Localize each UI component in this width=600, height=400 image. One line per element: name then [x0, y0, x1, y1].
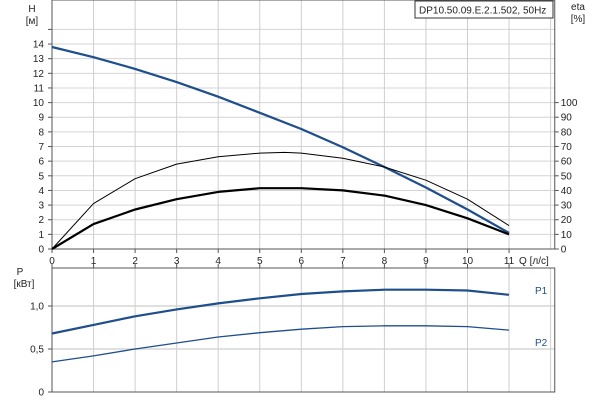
- x-tick-label: 10: [462, 256, 474, 267]
- x-tick-label: 0: [49, 256, 55, 267]
- series-eta-pump-line: [51, 151, 510, 250]
- y2-tick-label: 50: [561, 171, 573, 182]
- x-tick-label: 5: [257, 256, 263, 267]
- y2-tick-label: 30: [561, 201, 573, 212]
- y-tick-label: 1: [38, 230, 44, 241]
- y-tick-label: 4: [38, 186, 44, 197]
- y2-tick-label: 0: [561, 245, 567, 256]
- y-tick-label: 11: [34, 83, 45, 94]
- series-label-p2: P2: [535, 338, 548, 349]
- y2-tick-label: 20: [561, 215, 573, 226]
- y-axis-unit: [кВт]: [14, 279, 35, 290]
- y-tick-label: 9: [38, 113, 44, 124]
- series-p1-line: [51, 288, 510, 335]
- y-tick-label: 2: [38, 215, 44, 226]
- x-tick-label: 4: [215, 256, 221, 267]
- title-box: [414, 0, 554, 19]
- y2-tick-label: 70: [561, 142, 573, 153]
- x-axis-label: Q [л/с]: [519, 256, 549, 267]
- x-tick-label: 11: [504, 256, 515, 267]
- y-tick-label: 12: [33, 69, 45, 80]
- y-tick-label: 7: [38, 142, 44, 153]
- x-tick-label: 2: [132, 256, 138, 267]
- y-tick-label: 1,0: [30, 302, 44, 313]
- x-tick-label: 6: [299, 256, 305, 267]
- y2-tick-label: 90: [561, 113, 573, 124]
- series-p2-line: [51, 325, 510, 363]
- y2-tick-label: 40: [561, 186, 573, 197]
- series-head-line: [51, 45, 510, 234]
- y-tick-label: 0: [38, 388, 44, 399]
- series-eta-total-line: [51, 187, 510, 250]
- y2-tick-label: 10: [561, 230, 573, 241]
- y2-tick-label: 60: [561, 157, 573, 168]
- y-tick-label: 8: [38, 127, 44, 138]
- y-axis-label: H: [28, 4, 35, 15]
- y-tick-label: 14: [33, 40, 45, 51]
- y-tick-label: 3: [38, 201, 44, 212]
- y-tick-label: 10: [33, 98, 45, 109]
- y-tick-label: 0: [38, 245, 44, 256]
- plot-frame: [51, 267, 556, 393]
- x-tick-label: 1: [91, 256, 97, 267]
- x-tick-label: 9: [423, 256, 429, 267]
- y-tick-label: 13: [33, 54, 45, 65]
- y-tick-label: 0,5: [30, 345, 44, 356]
- y-tick-label: 6: [38, 157, 44, 168]
- y-axis-label: P: [17, 267, 24, 278]
- chart-title: DP10.50.09.E.2.1.502, 50Hz: [419, 6, 546, 17]
- x-tick-label: 8: [382, 256, 388, 267]
- plot-frame: [51, 0, 556, 250]
- x-tick-label: 3: [174, 256, 180, 267]
- y-tick-label: 5: [38, 171, 44, 182]
- y2-tick-label: 100: [561, 98, 578, 109]
- y2-axis-label: eta: [571, 2, 585, 13]
- y2-axis-unit: [%]: [571, 14, 586, 25]
- series-label-p1: P1: [535, 286, 548, 297]
- y-axis-unit: [м]: [26, 16, 39, 27]
- x-tick-label: 7: [340, 256, 346, 267]
- y2-tick-label: 80: [561, 127, 573, 138]
